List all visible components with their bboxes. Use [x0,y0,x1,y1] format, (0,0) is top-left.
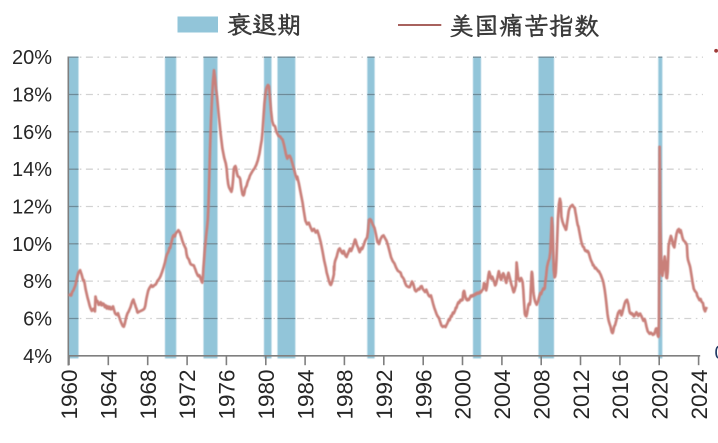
svg-text:1980: 1980 [254,369,279,419]
svg-text:10%: 10% [12,234,52,256]
svg-text:2008: 2008 [529,369,554,419]
svg-text:2020: 2020 [648,369,673,419]
svg-text:1960: 1960 [57,369,82,419]
svg-text:8%: 8% [23,271,52,293]
svg-text:4%: 4% [23,346,52,368]
svg-text:1984: 1984 [293,369,318,419]
svg-text:2000: 2000 [451,369,476,419]
svg-text:16%: 16% [12,122,52,144]
svg-text:1992: 1992 [372,369,397,419]
svg-text:1968: 1968 [136,369,161,419]
svg-text:2024: 2024 [687,369,712,419]
svg-text:1972: 1972 [175,369,200,419]
svg-text:1964: 1964 [97,369,122,419]
svg-text:2016: 2016 [608,369,633,419]
svg-text:12%: 12% [12,197,52,219]
svg-text:14%: 14% [12,159,52,181]
svg-text:18%: 18% [12,85,52,107]
svg-text:1996: 1996 [411,369,436,419]
svg-text:6%: 6% [23,309,52,331]
svg-text:1988: 1988 [333,369,358,419]
svg-text:20%: 20% [12,47,52,69]
svg-text:2012: 2012 [569,369,594,419]
svg-text:1976: 1976 [215,369,240,419]
svg-text:0: 0 [715,343,718,364]
svg-text:2004: 2004 [490,369,515,419]
